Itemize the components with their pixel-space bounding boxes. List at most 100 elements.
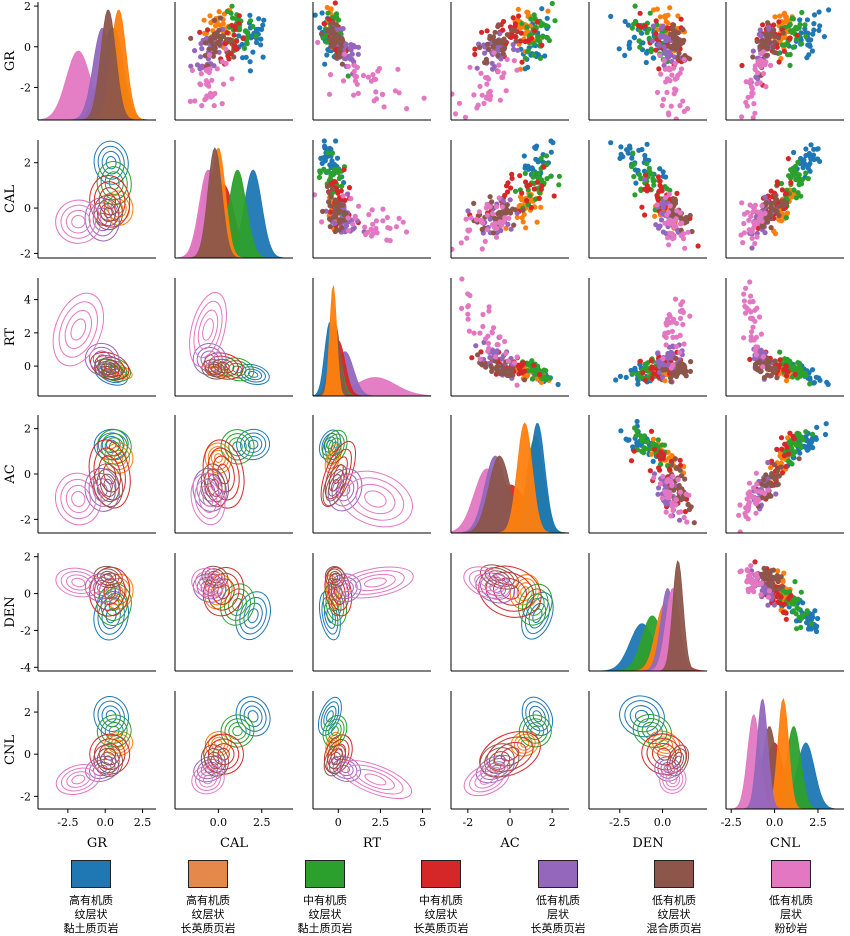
- scatter-point: [665, 355, 671, 361]
- kde-contour: [103, 755, 113, 766]
- scatter-point: [795, 159, 801, 165]
- kde-contour: [96, 468, 120, 503]
- scatter-point: [660, 356, 666, 362]
- scatter-point: [792, 371, 798, 377]
- scatter-point: [495, 211, 501, 217]
- scatter-point: [673, 87, 679, 93]
- scatter-point: [529, 165, 535, 171]
- scatter-point: [467, 64, 473, 70]
- scatter-point: [739, 114, 745, 120]
- scatter-point: [636, 38, 642, 44]
- scatter-point: [736, 512, 742, 518]
- kde-contour: [474, 573, 500, 592]
- scatter-point: [211, 103, 217, 109]
- kde-contour: [475, 572, 516, 604]
- kde-contour: [66, 574, 91, 591]
- scatter-point: [791, 187, 797, 193]
- scatter-point: [351, 92, 357, 98]
- kde-contour: [194, 478, 222, 520]
- x-tick-label: 0: [507, 816, 514, 829]
- scatter-point: [316, 174, 322, 180]
- scatter-point: [345, 215, 351, 221]
- scatter-point: [783, 590, 789, 596]
- kde-contour: [110, 736, 127, 751]
- legend-swatch: [71, 860, 111, 888]
- scatter-point: [531, 52, 537, 58]
- scatter-point: [520, 361, 526, 367]
- scatter-point: [671, 22, 677, 28]
- scatter-point: [375, 68, 381, 74]
- scatter-point: [543, 153, 550, 159]
- scatter-point: [207, 90, 214, 96]
- scatter-point: [823, 421, 829, 427]
- scatter-point: [192, 48, 198, 54]
- legend-swatch: [188, 860, 228, 888]
- kde-contour: [220, 429, 255, 465]
- scatter-point: [787, 22, 793, 28]
- scatter-point: [816, 9, 822, 15]
- scatter-point: [672, 31, 678, 37]
- kde-contour: [330, 441, 339, 453]
- legend-swatch: [305, 860, 345, 888]
- scatter-point: [337, 208, 343, 214]
- panel-RT-AC: [459, 276, 561, 388]
- scatter-point: [534, 219, 540, 225]
- scatter-point: [205, 27, 211, 33]
- scatter-point: [556, 182, 562, 188]
- scatter-point: [811, 27, 817, 33]
- kde-contour: [355, 768, 395, 791]
- scatter-point: [327, 203, 333, 209]
- scatter-point: [629, 163, 635, 170]
- scatter-point: [686, 506, 693, 513]
- scatter-point: [753, 352, 760, 358]
- scatter-point: [336, 227, 342, 233]
- scatter-point: [496, 62, 502, 68]
- scatter-point: [754, 234, 760, 240]
- scatter-point: [753, 510, 759, 516]
- scatter-point: [813, 374, 819, 380]
- x-tick-label: -2.5: [57, 816, 78, 829]
- scatter-point: [379, 91, 385, 98]
- scatter-point: [632, 167, 638, 173]
- scatter-point: [794, 626, 800, 632]
- scatter-point: [633, 180, 639, 186]
- scatter-point: [634, 428, 640, 434]
- kde-contour: [239, 700, 267, 732]
- scatter-point: [616, 46, 622, 52]
- scatter-point: [797, 364, 803, 370]
- scatter-point: [509, 171, 515, 177]
- scatter-point: [748, 77, 754, 83]
- scatter-point: [523, 179, 529, 185]
- scatter-point: [510, 15, 516, 21]
- scatter-point: [232, 43, 238, 49]
- scatter-point: [217, 22, 223, 28]
- kde-contour: [193, 300, 223, 359]
- scatter-point: [537, 55, 544, 62]
- x-tick-label: 5: [419, 816, 426, 829]
- y-tick-label: 0: [24, 360, 31, 373]
- legend-item: 低有机质 层状 长英质页岩: [503, 860, 613, 936]
- y-axis-label: RT: [3, 328, 18, 347]
- scatter-point: [655, 437, 661, 443]
- scatter-point: [659, 374, 666, 380]
- scatter-point: [758, 489, 764, 495]
- scatter-point: [325, 150, 331, 156]
- scatter-point: [543, 368, 549, 374]
- scatter-point: [532, 144, 538, 151]
- scatter-point: [755, 61, 761, 67]
- scatter-point: [345, 73, 351, 79]
- scatter-point: [508, 366, 514, 372]
- scatter-point: [781, 367, 787, 373]
- scatter-point: [758, 347, 764, 353]
- scatter-point: [682, 217, 688, 223]
- scatter-point: [765, 459, 771, 466]
- kde-contour: [103, 573, 113, 581]
- scatter-point: [677, 70, 683, 76]
- scatter-point: [814, 146, 820, 152]
- scatter-point: [456, 100, 463, 106]
- scatter-point: [663, 334, 669, 340]
- scatter-point: [672, 296, 679, 302]
- scatter-point: [608, 13, 614, 19]
- y-tick-label: -2: [20, 81, 31, 94]
- kde-contour: [243, 705, 263, 728]
